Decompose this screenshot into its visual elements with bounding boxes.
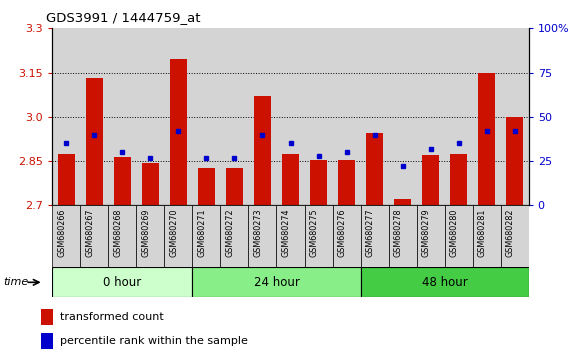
Text: GSM680269: GSM680269 [141,209,150,257]
Bar [310,160,327,205]
Bar [170,59,187,205]
Text: GSM680266: GSM680266 [58,209,66,257]
Text: GSM680277: GSM680277 [365,209,375,257]
Text: GSM680282: GSM680282 [505,209,515,257]
Text: 0 hour: 0 hour [103,276,142,289]
Text: transformed count: transformed count [60,312,164,322]
Bar [52,267,192,297]
Text: GSM680276: GSM680276 [338,209,346,257]
Bar [192,205,220,267]
Bar [137,205,164,267]
Bar [137,28,164,205]
Bar [506,117,523,205]
Text: 24 hour: 24 hour [253,276,299,289]
Bar [501,28,529,205]
Bar [304,28,332,205]
Bar [114,156,131,205]
Text: GSM680280: GSM680280 [450,209,458,257]
Text: GSM680271: GSM680271 [198,209,206,257]
Bar [444,28,473,205]
Text: 48 hour: 48 hour [422,276,468,289]
Bar [108,28,137,205]
Text: GSM680278: GSM680278 [393,209,403,257]
Bar [52,28,80,205]
Bar [473,205,501,267]
Text: GSM680275: GSM680275 [310,209,318,257]
Text: GSM680273: GSM680273 [253,209,263,257]
Bar [417,205,444,267]
Bar [164,205,192,267]
Bar [41,309,53,325]
Bar [473,28,501,205]
Bar [58,154,75,205]
Bar [389,28,417,205]
Bar [192,267,361,297]
Text: GSM680268: GSM680268 [113,209,123,257]
Bar [444,205,473,267]
Bar [277,205,304,267]
Bar [142,162,159,205]
Bar [108,205,137,267]
Bar [198,169,215,205]
Bar [282,154,299,205]
Bar [226,169,243,205]
Bar [394,199,411,205]
Text: GSM680274: GSM680274 [282,209,290,257]
Text: GSM680272: GSM680272 [225,209,235,257]
Bar [366,133,383,205]
Bar [192,28,220,205]
Bar [304,205,332,267]
Bar [164,28,192,205]
Bar [361,205,389,267]
Bar [417,28,444,205]
Text: GSM680281: GSM680281 [478,209,487,257]
Text: time: time [3,277,28,287]
Bar [361,28,389,205]
Bar [332,205,361,267]
Bar [338,160,355,205]
Bar [249,28,277,205]
Bar [41,333,53,349]
Bar [249,205,277,267]
Text: GSM680270: GSM680270 [170,209,178,257]
Bar [52,205,80,267]
Bar [254,96,271,205]
Bar [422,155,439,205]
Bar [361,267,529,297]
Bar [332,28,361,205]
Bar [220,205,249,267]
Text: GSM680279: GSM680279 [422,209,431,257]
Bar [501,205,529,267]
Bar [478,73,495,205]
Text: GSM680267: GSM680267 [85,209,94,257]
Bar [220,28,249,205]
Text: GDS3991 / 1444759_at: GDS3991 / 1444759_at [46,11,201,24]
Text: percentile rank within the sample: percentile rank within the sample [60,336,248,346]
Bar [80,205,108,267]
Bar [389,205,417,267]
Bar [450,154,467,205]
Bar [86,79,103,205]
Bar [80,28,108,205]
Bar [277,28,304,205]
